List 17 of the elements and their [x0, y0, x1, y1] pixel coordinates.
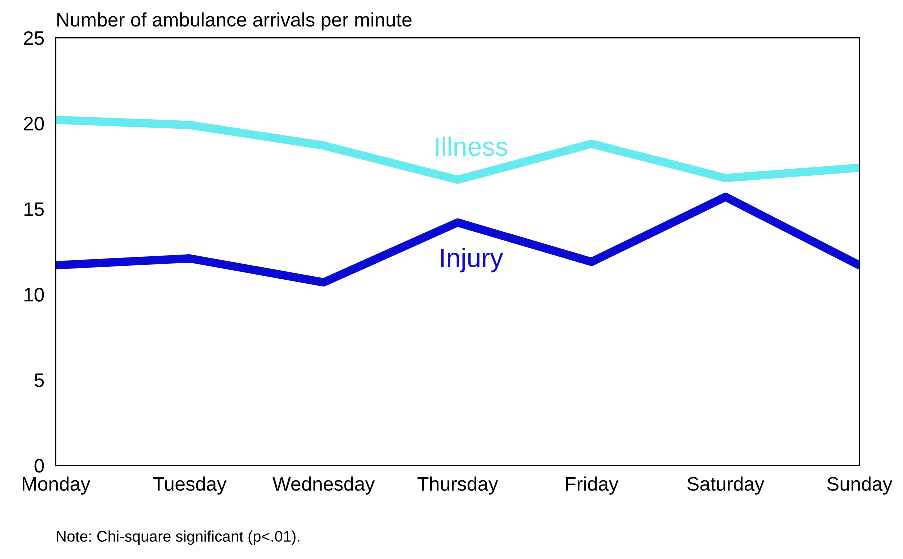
y-tick-label: 25 — [24, 31, 44, 46]
x-tick-label: Saturday — [688, 476, 765, 495]
text: Note: Chi-square significant (p<.01). — [57, 530, 300, 546]
y-tick-label: 15 — [24, 202, 44, 216]
x-tick-label: Thursday — [418, 476, 498, 495]
y-tick-label: 10 — [24, 288, 44, 302]
y-tick-label: 0 — [34, 459, 44, 473]
y-tick-label: 5 — [34, 374, 44, 388]
x-tick-label: Wednesday — [272, 476, 376, 495]
x-tick-label: Monday — [22, 476, 91, 495]
y-tick-label: 20 — [24, 117, 44, 131]
series-label: Injury — [441, 248, 504, 273]
x-tick-label: Tuesday — [153, 476, 227, 495]
series-label: Illness — [436, 136, 508, 156]
x-tick-label: Friday — [566, 476, 619, 495]
x-tick-label: Sunday — [828, 476, 893, 495]
chart-title: Number of ambulance arrivals per minute — [58, 12, 412, 31]
